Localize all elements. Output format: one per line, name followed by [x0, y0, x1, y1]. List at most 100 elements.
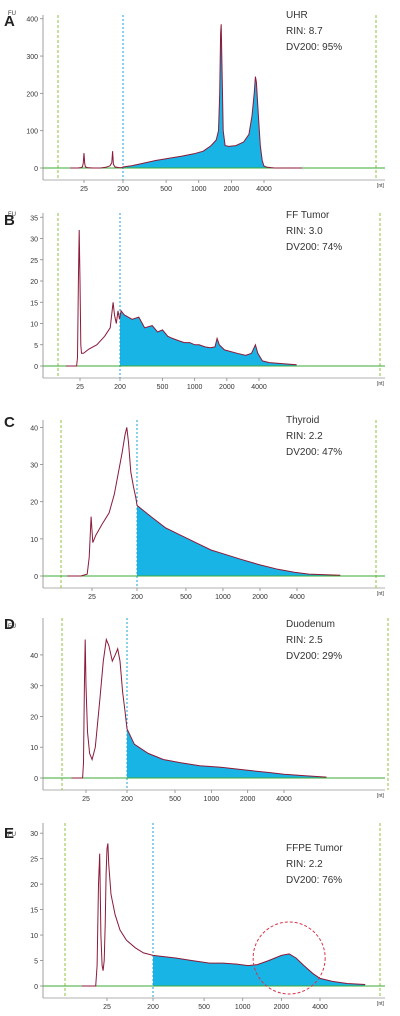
electropherogram-trace: [67, 427, 341, 577]
x-tick-label: 1000: [187, 384, 203, 391]
y-tick-label: 0: [34, 166, 38, 173]
sample-name: Duodenum: [286, 619, 335, 630]
x-tick-label: 4000: [289, 594, 305, 601]
y-tick-label: 10: [30, 322, 38, 329]
electropherogram-trace: [65, 229, 297, 367]
y-tick-label: 5: [34, 959, 38, 966]
x-tick-label: 500: [160, 186, 172, 193]
x-tick-label: 2000: [224, 186, 240, 193]
y-tick-label: 200: [26, 91, 38, 98]
x-tick-label: 2000: [252, 594, 268, 601]
rin-value: RIN: 3.0: [286, 226, 323, 237]
panel-d: DFU 0 10 20 30 40 25 200 500 1000 2000 4000 [nt] Duod…: [4, 616, 389, 803]
panel-c: C 0 10 20 30 40 25 200 500 1000 2000 4000 [nt] Thyroi…: [4, 414, 385, 601]
x-tick-label: 200: [147, 1004, 159, 1011]
y-tick-label: 30: [30, 684, 38, 691]
panel-letter: C: [4, 414, 15, 431]
dv200-filled-area: [123, 24, 303, 168]
y-tick-label: 20: [30, 882, 38, 889]
y-unit-label: FU: [8, 832, 16, 838]
y-tick-label: 20: [30, 714, 38, 721]
x-tick-label: 500: [180, 594, 192, 601]
y-tick-label: 30: [30, 831, 38, 838]
y-tick-label: 10: [30, 537, 38, 544]
x-tick-label: 25: [82, 796, 90, 803]
x-tick-label: 25: [76, 384, 84, 391]
rin-value: RIN: 8.7: [286, 26, 323, 37]
sample-name: Thyroid: [286, 415, 319, 426]
highlight-circle: [252, 921, 326, 995]
sample-name: FFPE Tumor: [286, 843, 343, 854]
rin-value: RIN: 2.2: [286, 431, 323, 442]
x-unit-label: [nt]: [377, 793, 385, 799]
panel-b: BFU 0 5 10 15 20 25 30 35 25 200 500 1000 2000 4000 [nt…: [4, 210, 385, 391]
electropherogram-trace: [81, 843, 366, 987]
x-tick-label: 2000: [274, 1004, 290, 1011]
y-tick-label: 0: [34, 364, 38, 371]
y-tick-label: 15: [30, 908, 38, 915]
dv200-value: DV200: 76%: [286, 875, 342, 886]
x-tick-label: 1000: [215, 594, 231, 601]
electropherogram-trace: [71, 637, 327, 779]
x-tick-label: 500: [157, 384, 169, 391]
y-tick-label: 40: [30, 425, 38, 432]
x-tick-label: 4000: [312, 1004, 328, 1011]
x-tick-label: 25: [80, 186, 88, 193]
y-tick-label: 400: [26, 17, 38, 24]
x-tick-label: 4000: [251, 384, 267, 391]
x-tick-label: 200: [131, 594, 143, 601]
x-unit-label: [nt]: [377, 183, 385, 189]
y-tick-label: 35: [30, 215, 38, 222]
x-tick-label: 200: [121, 796, 133, 803]
y-tick-label: 20: [30, 279, 38, 286]
y-tick-label: 20: [30, 500, 38, 507]
x-tick-label: 200: [114, 384, 126, 391]
sample-name: FF Tumor: [286, 210, 330, 221]
x-tick-label: 4000: [276, 796, 292, 803]
y-tick-label: 25: [30, 258, 38, 265]
y-unit-label: FU: [8, 212, 16, 218]
y-unit-label: FU: [8, 11, 16, 17]
x-tick-label: 25: [103, 1004, 111, 1011]
panel-a: AFU 0 100 200 300 400 25 200 500 1000 2000 4000 [nt]…: [4, 10, 385, 193]
panel-letter: D: [4, 616, 15, 633]
dv200-filled-area: [127, 728, 327, 778]
x-unit-label: [nt]: [377, 591, 385, 597]
dv200-filled-area: [120, 310, 297, 366]
dv200-value: DV200: 29%: [286, 651, 342, 662]
panel-letter: B: [4, 212, 15, 229]
y-tick-label: 0: [34, 574, 38, 581]
y-tick-label: 300: [26, 54, 38, 61]
panel-e: EFU 0 5 10 15 20 25 30 25 200 500 1000 2000 4000 [nt] F…: [4, 823, 385, 1011]
dv200-value: DV200: 95%: [286, 42, 342, 53]
y-tick-label: 100: [26, 129, 38, 136]
y-tick-label: 0: [34, 984, 38, 991]
sample-name: UHR: [286, 10, 308, 21]
x-unit-label: [nt]: [377, 381, 385, 387]
y-tick-label: 5: [34, 343, 38, 350]
panel-letter: A: [4, 13, 15, 30]
x-unit-label: [nt]: [377, 1001, 385, 1007]
x-tick-label: 4000: [256, 186, 272, 193]
dv200-filled-area: [137, 505, 341, 576]
x-tick-label: 2000: [240, 796, 256, 803]
x-tick-label: 1000: [235, 1004, 251, 1011]
y-unit-label: FU: [8, 624, 16, 630]
y-tick-label: 0: [34, 776, 38, 783]
dv200-value: DV200: 47%: [286, 447, 342, 458]
rin-value: RIN: 2.2: [286, 859, 323, 870]
electropherogram-trace: [70, 24, 303, 169]
y-tick-label: 15: [30, 300, 38, 307]
x-tick-label: 1000: [191, 186, 207, 193]
y-tick-label: 30: [30, 463, 38, 470]
y-tick-label: 30: [30, 237, 38, 244]
x-tick-label: 500: [169, 796, 181, 803]
x-tick-label: 1000: [204, 796, 220, 803]
rin-value: RIN: 2.5: [286, 635, 323, 646]
dv200-value: DV200: 74%: [286, 242, 342, 253]
y-tick-label: 10: [30, 933, 38, 940]
y-tick-label: 25: [30, 857, 38, 864]
panel-letter: E: [4, 825, 14, 842]
y-tick-label: 10: [30, 745, 38, 752]
